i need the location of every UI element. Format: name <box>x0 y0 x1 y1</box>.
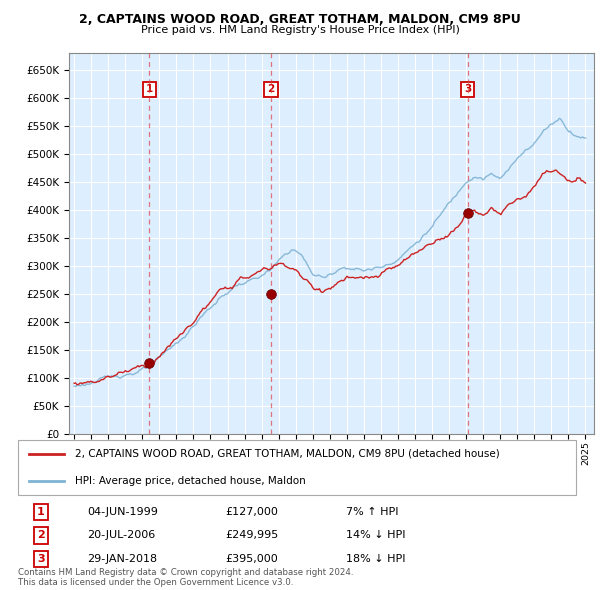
Text: 14% ↓ HPI: 14% ↓ HPI <box>346 530 406 540</box>
Text: £127,000: £127,000 <box>225 507 278 517</box>
Text: £395,000: £395,000 <box>225 554 278 564</box>
Text: 20-JUL-2006: 20-JUL-2006 <box>87 530 155 540</box>
Text: 1: 1 <box>146 84 153 94</box>
Text: 2, CAPTAINS WOOD ROAD, GREAT TOTHAM, MALDON, CM9 8PU: 2, CAPTAINS WOOD ROAD, GREAT TOTHAM, MAL… <box>79 13 521 26</box>
Text: 1: 1 <box>37 507 44 517</box>
Text: 29-JAN-2018: 29-JAN-2018 <box>87 554 157 564</box>
Text: 04-JUN-1999: 04-JUN-1999 <box>87 507 158 517</box>
Text: £249,995: £249,995 <box>225 530 278 540</box>
Text: HPI: Average price, detached house, Maldon: HPI: Average price, detached house, Mald… <box>76 476 306 486</box>
Text: 7% ↑ HPI: 7% ↑ HPI <box>346 507 398 517</box>
Text: Contains HM Land Registry data © Crown copyright and database right 2024.
This d: Contains HM Land Registry data © Crown c… <box>18 568 353 587</box>
Text: 3: 3 <box>464 84 471 94</box>
Text: 2: 2 <box>37 530 44 540</box>
Text: 18% ↓ HPI: 18% ↓ HPI <box>346 554 406 564</box>
Text: Price paid vs. HM Land Registry's House Price Index (HPI): Price paid vs. HM Land Registry's House … <box>140 25 460 35</box>
Text: 3: 3 <box>37 554 44 564</box>
Text: 2: 2 <box>268 84 275 94</box>
Text: 2, CAPTAINS WOOD ROAD, GREAT TOTHAM, MALDON, CM9 8PU (detached house): 2, CAPTAINS WOOD ROAD, GREAT TOTHAM, MAL… <box>76 449 500 459</box>
